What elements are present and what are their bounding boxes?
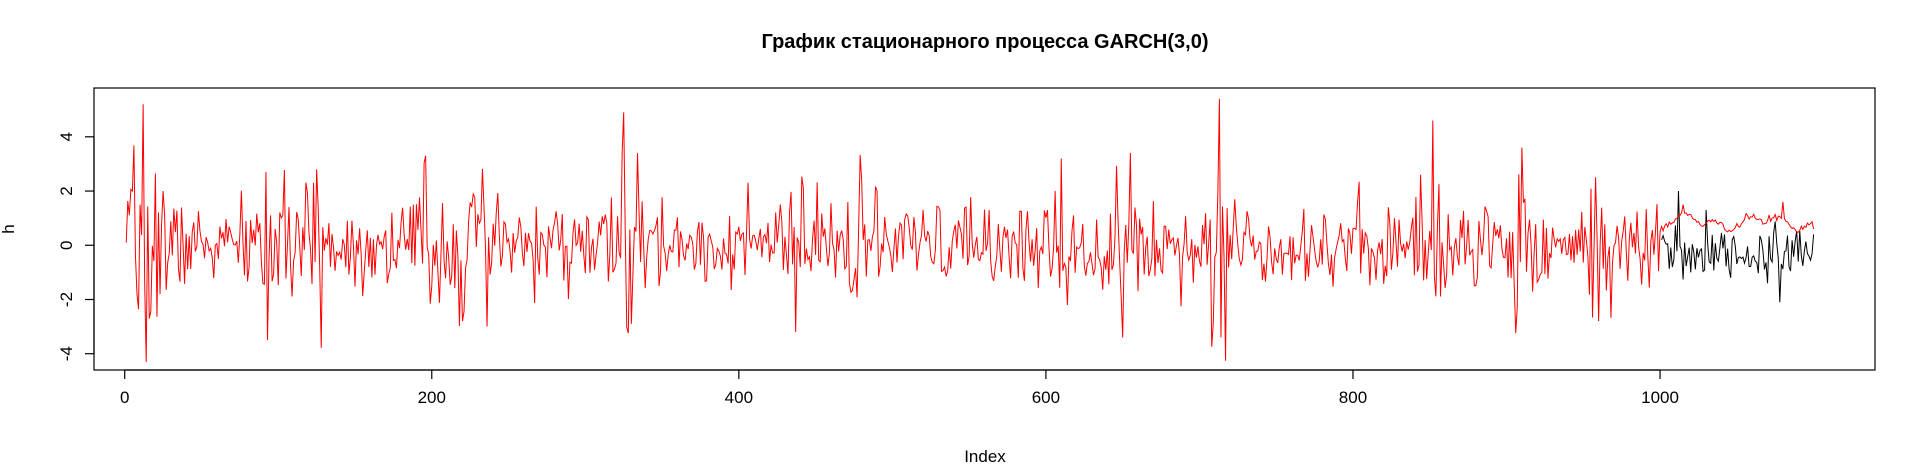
y-tick-label: 2 bbox=[57, 186, 76, 195]
x-tick-label: 600 bbox=[1032, 388, 1060, 407]
y-tick-label: 4 bbox=[57, 132, 76, 141]
x-tick-label: 800 bbox=[1339, 388, 1367, 407]
y-axis-label: h bbox=[0, 224, 18, 233]
x-axis: 0 200 400 600 800 1000 bbox=[120, 369, 1679, 407]
x-tick-label: 400 bbox=[725, 388, 753, 407]
plot-area bbox=[125, 98, 1815, 362]
series-overlay-line bbox=[1661, 191, 1815, 303]
x-tick-label: 0 bbox=[120, 388, 129, 407]
series-simulated-line bbox=[125, 98, 1815, 362]
x-tick-label: 200 bbox=[418, 388, 446, 407]
chart-title: График стационарного процесса GARCH(3,0) bbox=[762, 31, 1209, 53]
y-axis: -4 -2 0 2 4 bbox=[57, 132, 95, 361]
y-tick-label: -2 bbox=[57, 292, 76, 307]
plot-frame bbox=[93, 87, 1876, 371]
y-tick-label: 0 bbox=[57, 241, 76, 250]
x-tick-label: 1000 bbox=[1641, 388, 1679, 407]
y-tick-label: -4 bbox=[57, 346, 76, 361]
x-axis-label: Index bbox=[964, 447, 1006, 466]
